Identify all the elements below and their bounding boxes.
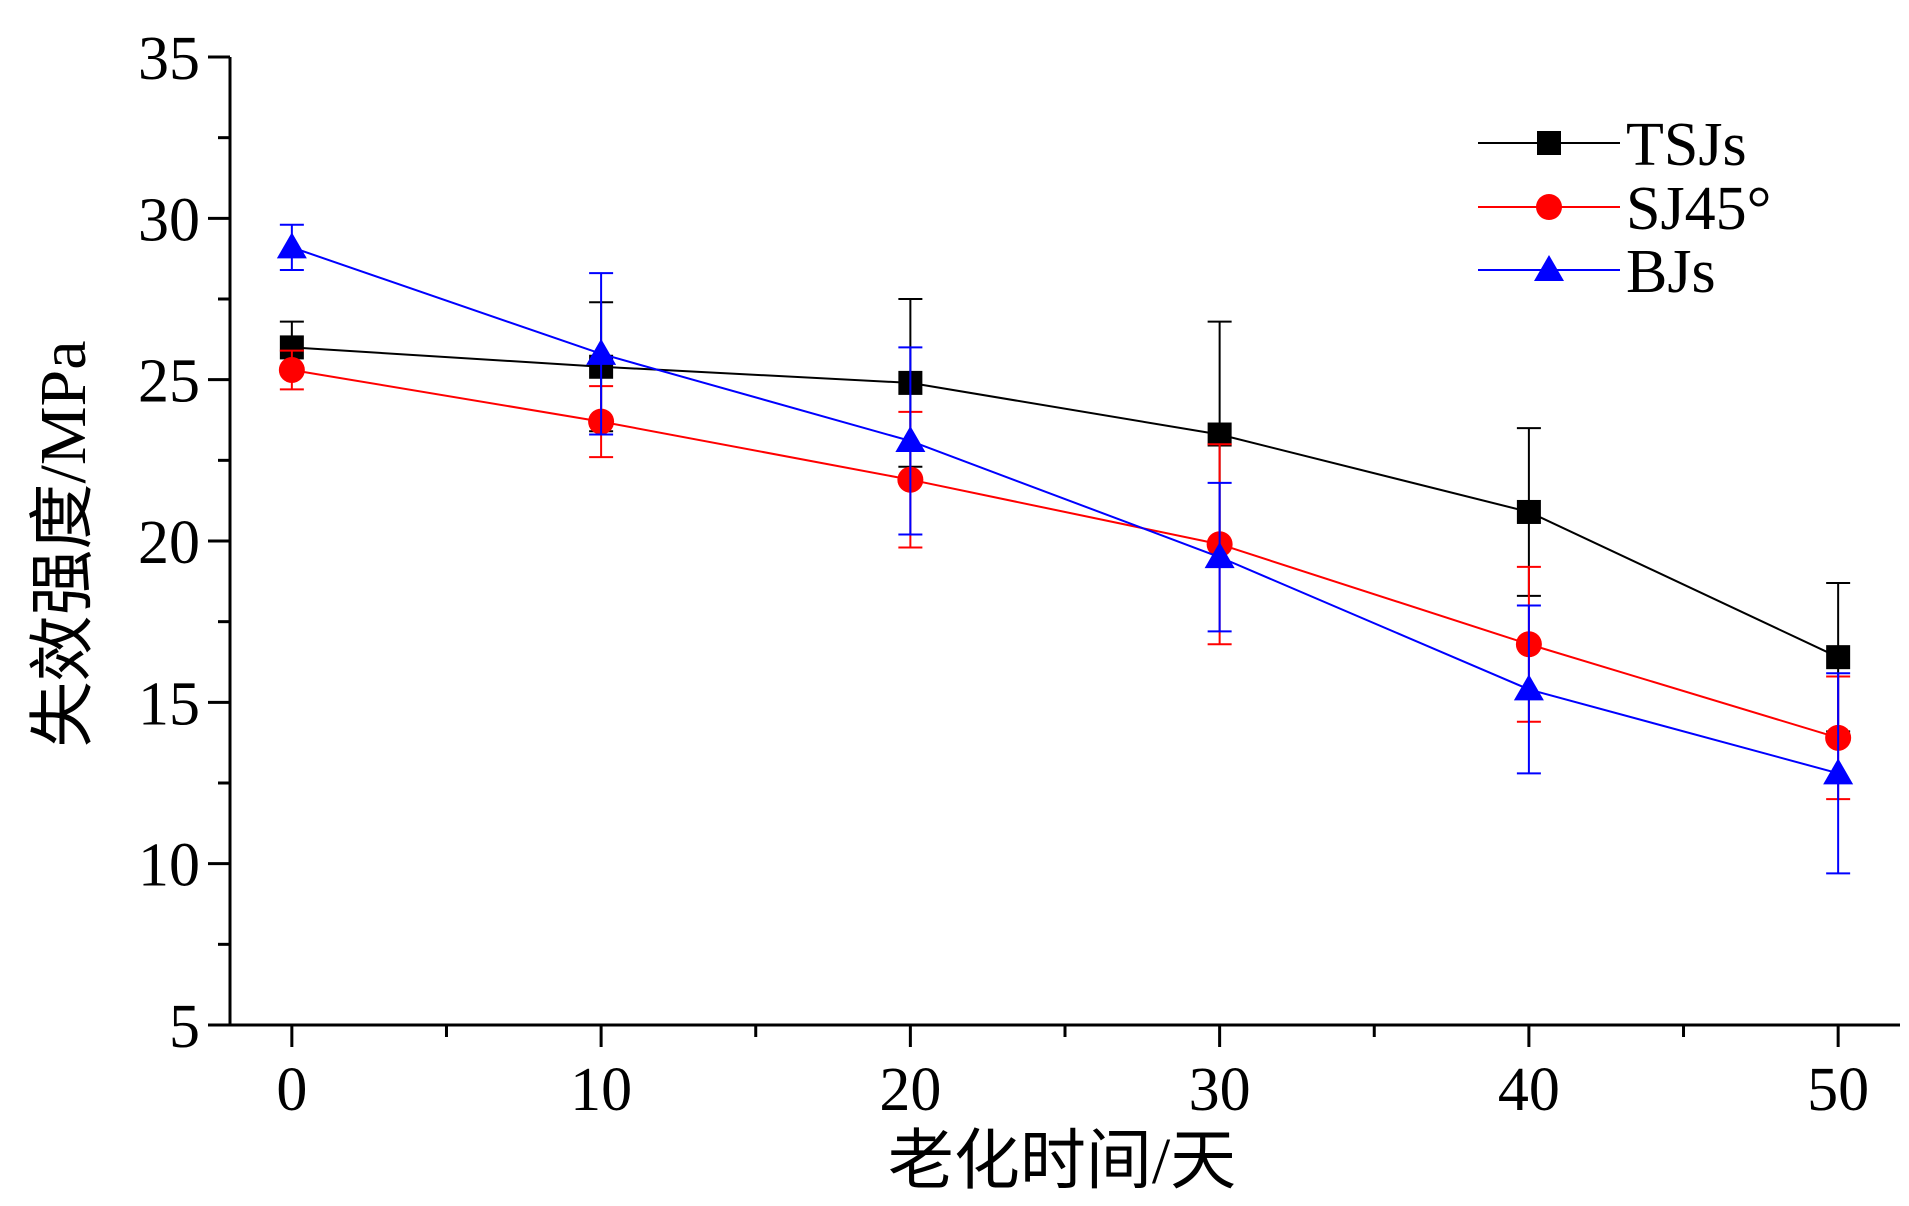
legend-item: BJs — [1478, 238, 1716, 306]
data-point — [1516, 499, 1541, 524]
series-line — [291, 246, 1839, 775]
series-layer — [276, 223, 1854, 875]
legend-item: SJ45° — [1478, 175, 1771, 243]
data-point — [1207, 422, 1232, 447]
y-axis-title: 失效强度/MPa — [27, 340, 100, 747]
x-tick-label: 40 — [1498, 1056, 1560, 1124]
series-2 — [276, 223, 1854, 875]
series-line — [291, 369, 1839, 739]
x-tick-label: 0 — [276, 1056, 307, 1124]
data-point — [278, 356, 305, 383]
y-tick-label: 30 — [138, 186, 200, 254]
data-point — [895, 425, 926, 452]
data-point — [1826, 645, 1851, 670]
legend-marker — [1534, 255, 1564, 281]
axes: 5 10 15 20 25 30 35 0 10 20 30 40 50 — [138, 25, 1900, 1124]
y-tick-label: 5 — [169, 993, 200, 1061]
y-tick-label: 35 — [138, 25, 200, 93]
data-point — [1204, 542, 1235, 569]
y-tick-label: 20 — [138, 509, 200, 577]
y-tick-label: 25 — [138, 348, 200, 416]
x-axis-title: 老化时间/天 — [888, 1125, 1236, 1198]
y-tick-label: 10 — [138, 832, 200, 900]
legend-marker — [1537, 131, 1561, 155]
x-tick-label: 10 — [570, 1056, 632, 1124]
legend-marker — [1536, 194, 1562, 220]
legend-label: BJs — [1626, 238, 1716, 306]
x-tick-label: 30 — [1189, 1056, 1251, 1124]
series-1 — [278, 349, 1852, 801]
y-tick-label: 15 — [138, 670, 200, 738]
legend-label: SJ45° — [1626, 175, 1771, 243]
x-tick-label: 50 — [1807, 1056, 1869, 1124]
data-point — [1513, 674, 1544, 701]
legend-label: TSJs — [1626, 111, 1747, 179]
series-line — [291, 346, 1839, 659]
data-point — [1823, 758, 1854, 785]
data-point — [586, 338, 617, 365]
data-point — [276, 232, 307, 259]
legend-item: TSJs — [1478, 111, 1747, 179]
x-tick-label: 20 — [879, 1056, 941, 1124]
series-0 — [279, 298, 1851, 733]
